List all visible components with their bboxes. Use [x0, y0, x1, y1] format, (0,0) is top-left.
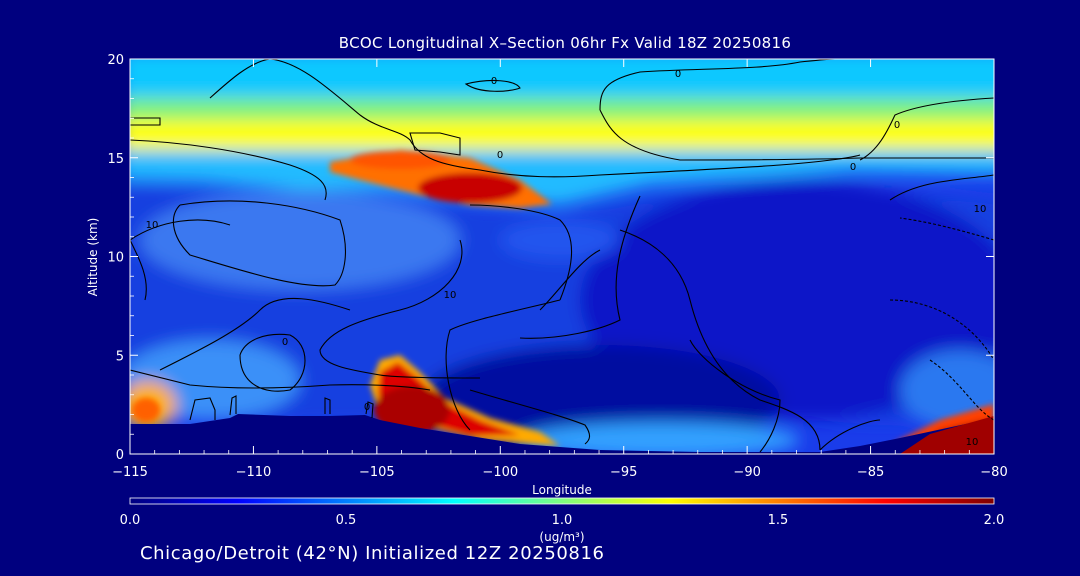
y-tick-label: 10	[107, 251, 124, 266]
contour-label: 10	[974, 204, 987, 215]
terrain-mask	[130, 414, 994, 454]
chart-subtitle: Chicago/Detroit (42°N) Initialized 12Z 2…	[140, 543, 605, 564]
colorbar-ticks: 0.0 0.5 1.0 1.5 2.0	[120, 513, 1005, 528]
concentration-field: 0 0 0 0 0 0 0 10 10 10 10	[130, 59, 994, 454]
x-axis-label: Longitude	[532, 483, 592, 497]
colorbar-units: (ug/m³)	[539, 530, 584, 544]
colorbar-tick-label: 1.5	[768, 513, 789, 528]
y-axis-label: Altitude (km)	[86, 218, 100, 297]
colorbar-tick-label: 2.0	[984, 513, 1005, 528]
y-axis: 0 5 10 15 20	[107, 53, 994, 463]
x-tick-label: −115	[112, 465, 148, 480]
chart-title: BCOC Longitudinal X–Section 06hr Fx Vali…	[338, 34, 792, 52]
y-tick-label: 15	[107, 152, 124, 167]
colorbar-tick-label: 1.0	[552, 513, 573, 528]
y-tick-label: 20	[107, 53, 124, 68]
contour-label: 10	[966, 437, 979, 448]
x-axis: −115 −110 −105 −100 −95 −90 −85 −80	[112, 59, 1008, 480]
contour-label: 0	[675, 69, 681, 80]
x-tick-label: −105	[359, 465, 395, 480]
contour-label: 0	[364, 402, 370, 413]
y-tick-label: 5	[116, 349, 124, 364]
colorbar-tick-label: 0.0	[120, 513, 141, 528]
colorbar-tick-label: 0.5	[336, 513, 357, 528]
contour-label: 0	[894, 120, 900, 131]
x-tick-label: −95	[610, 465, 637, 480]
x-tick-label: −100	[482, 465, 518, 480]
y-tick-label: 0	[116, 448, 124, 463]
x-tick-label: −80	[980, 465, 1007, 480]
contour-label: 0	[282, 337, 288, 348]
contour-label: 0	[491, 76, 497, 87]
contour-label: 0	[497, 150, 503, 161]
contour-label: 10	[444, 290, 457, 301]
contour-lines	[130, 59, 994, 453]
contour-label: 10	[146, 220, 159, 231]
x-tick-label: −85	[857, 465, 884, 480]
contour-label: 0	[850, 162, 856, 173]
x-tick-label: −110	[236, 465, 272, 480]
x-tick-label: −90	[733, 465, 760, 480]
colorbar	[129, 497, 995, 505]
